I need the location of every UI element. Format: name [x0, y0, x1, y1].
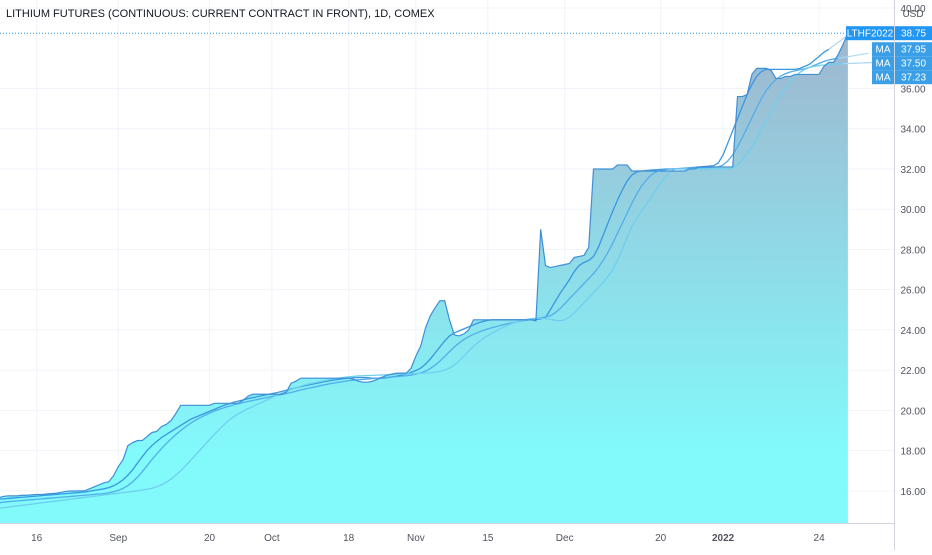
- ma-tag-3: MA 37.23: [872, 70, 932, 85]
- currency-label: USD: [902, 9, 923, 20]
- last-value-tags: LTHF2022 38.75 MA 37.95 MA 37.50 MA 37.23: [846, 26, 932, 85]
- y-tick-label: 30.00: [900, 205, 925, 216]
- time-axis[interactable]: 16 Sep 20 Oct 18 Nov 15 Dec 20 2022 24: [0, 523, 894, 545]
- y-tick-label: 20.00: [900, 406, 925, 417]
- ma-tag-2-value: 37.50: [901, 59, 926, 70]
- y-tick-label: 26.00: [900, 286, 925, 297]
- x-tick-label: 15: [482, 533, 494, 544]
- y-tick-label: 28.00: [900, 245, 925, 256]
- price-tag: LTHF2022 38.75: [846, 26, 932, 41]
- ma-tag-2-name: MA: [876, 59, 891, 70]
- ma-extension-2: [838, 52, 869, 59]
- price-tag-name: LTHF2022: [847, 29, 894, 40]
- price-area-fill: [0, 33, 848, 523]
- x-tick-label: 18: [343, 533, 355, 544]
- x-tick-label: Oct: [264, 533, 280, 544]
- x-tick-label: 2022: [712, 533, 735, 544]
- ma-tag-1: MA 37.95: [872, 42, 932, 57]
- ma-extension-3: [843, 61, 874, 65]
- x-tick-label: Dec: [556, 533, 574, 544]
- y-tick-label: 32.00: [900, 165, 925, 176]
- x-tick-label: 16: [31, 533, 43, 544]
- price-tag-value: 38.75: [901, 29, 926, 40]
- y-tick-label: 16.00: [900, 487, 925, 498]
- y-tick-label: 22.00: [900, 366, 925, 377]
- ma-tag-3-value: 37.23: [901, 73, 926, 84]
- x-tick-label: Sep: [109, 533, 127, 544]
- price-line: [0, 32, 849, 498]
- price-area: [0, 33, 848, 523]
- ma-tag-3-name: MA: [876, 73, 891, 84]
- y-tick-label: 24.00: [900, 326, 925, 337]
- x-tick-label: 20: [204, 533, 216, 544]
- price-line-group: [0, 32, 849, 498]
- ma-tag-2: MA 37.50: [872, 56, 932, 71]
- chart-title: LITHIUM FUTURES (CONTINUOUS: CURRENT CON…: [6, 8, 435, 20]
- y-tick-label: 18.00: [900, 447, 925, 458]
- x-tick-label: 20: [655, 533, 667, 544]
- ma-line-3: [0, 63, 844, 509]
- price-axis[interactable]: 16.00 18.00 20.00 22.00 24.00 26.00 28.00 30.00…: [894, 0, 926, 550]
- x-tick-label: Nov: [407, 533, 425, 544]
- ma-tag-1-value: 37.95: [901, 45, 926, 56]
- y-tick-label: 34.00: [900, 125, 925, 136]
- x-tick-label: 24: [814, 533, 826, 544]
- y-tick-label: 40.00: [900, 4, 925, 15]
- ma-tag-1-name: MA: [876, 45, 891, 56]
- y-tick-label: 36.00: [900, 85, 925, 96]
